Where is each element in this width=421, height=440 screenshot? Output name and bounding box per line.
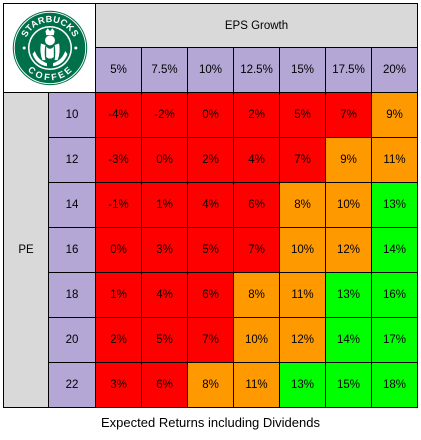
column-header: 17.5% bbox=[325, 47, 372, 93]
data-cell: 10% bbox=[279, 227, 326, 273]
data-cell: 3% bbox=[141, 227, 188, 273]
data-cell: 17% bbox=[371, 317, 418, 363]
column-header: 7.5% bbox=[141, 47, 188, 93]
column-group-header: EPS Growth bbox=[95, 3, 418, 48]
data-cell: 1% bbox=[95, 272, 142, 318]
row-header: 16 bbox=[48, 227, 96, 273]
data-cell: 6% bbox=[141, 362, 188, 408]
column-header: 15% bbox=[279, 47, 326, 93]
data-cell: 0% bbox=[141, 137, 188, 183]
data-cell: 5% bbox=[279, 92, 326, 138]
data-cell: 2% bbox=[187, 137, 234, 183]
data-cell: 18% bbox=[371, 362, 418, 408]
data-cell: 13% bbox=[279, 362, 326, 408]
column-header: 20% bbox=[371, 47, 418, 93]
data-cell: 9% bbox=[325, 137, 372, 183]
data-cell: 11% bbox=[279, 272, 326, 318]
data-cell: 12% bbox=[325, 227, 372, 273]
data-cell: 4% bbox=[187, 182, 234, 228]
data-cell: 7% bbox=[233, 227, 280, 273]
data-cell: 12% bbox=[279, 317, 326, 363]
row-group-header: PE bbox=[3, 92, 49, 408]
data-cell: 15% bbox=[325, 362, 372, 408]
data-cell: 14% bbox=[325, 317, 372, 363]
starbucks-logo-cell: STARBUCKS COFFEE bbox=[3, 3, 96, 93]
data-cell: 10% bbox=[325, 182, 372, 228]
data-cell: -4% bbox=[95, 92, 142, 138]
row-header: 10 bbox=[48, 92, 96, 138]
data-cell: 6% bbox=[187, 272, 234, 318]
data-cell: 6% bbox=[233, 182, 280, 228]
data-cell: 14% bbox=[371, 227, 418, 273]
data-cell: 2% bbox=[95, 317, 142, 363]
data-cell: 0% bbox=[95, 227, 142, 273]
data-cell: 8% bbox=[233, 272, 280, 318]
data-cell: 5% bbox=[141, 317, 188, 363]
data-cell: -2% bbox=[141, 92, 188, 138]
data-cell: 13% bbox=[325, 272, 372, 318]
row-header: 14 bbox=[48, 182, 96, 228]
data-cell: 5% bbox=[187, 227, 234, 273]
data-cell: 4% bbox=[233, 137, 280, 183]
data-cell: 9% bbox=[371, 92, 418, 138]
data-cell: 11% bbox=[371, 137, 418, 183]
data-cell: 7% bbox=[187, 317, 234, 363]
data-cell: -1% bbox=[95, 182, 142, 228]
data-cell: 7% bbox=[279, 137, 326, 183]
data-cell: 8% bbox=[187, 362, 234, 408]
data-cell: 3% bbox=[95, 362, 142, 408]
data-cell: -3% bbox=[95, 137, 142, 183]
data-cell: 2% bbox=[233, 92, 280, 138]
data-cell: 4% bbox=[141, 272, 188, 318]
data-cell: 16% bbox=[371, 272, 418, 318]
row-header: 22 bbox=[48, 362, 96, 408]
data-cell: 11% bbox=[233, 362, 280, 408]
column-header: 12.5% bbox=[233, 47, 280, 93]
data-cell: 8% bbox=[279, 182, 326, 228]
row-header: 18 bbox=[48, 272, 96, 318]
row-header: 12 bbox=[48, 137, 96, 183]
data-cell: 0% bbox=[187, 92, 234, 138]
column-header: 10% bbox=[187, 47, 234, 93]
column-header: 5% bbox=[95, 47, 142, 93]
data-cell: 10% bbox=[233, 317, 280, 363]
table-caption: Expected Returns including Dividends bbox=[101, 415, 320, 430]
data-cell: 1% bbox=[141, 182, 188, 228]
data-cell: 13% bbox=[371, 182, 418, 228]
data-cell: 7% bbox=[325, 92, 372, 138]
row-header: 20 bbox=[48, 317, 96, 363]
